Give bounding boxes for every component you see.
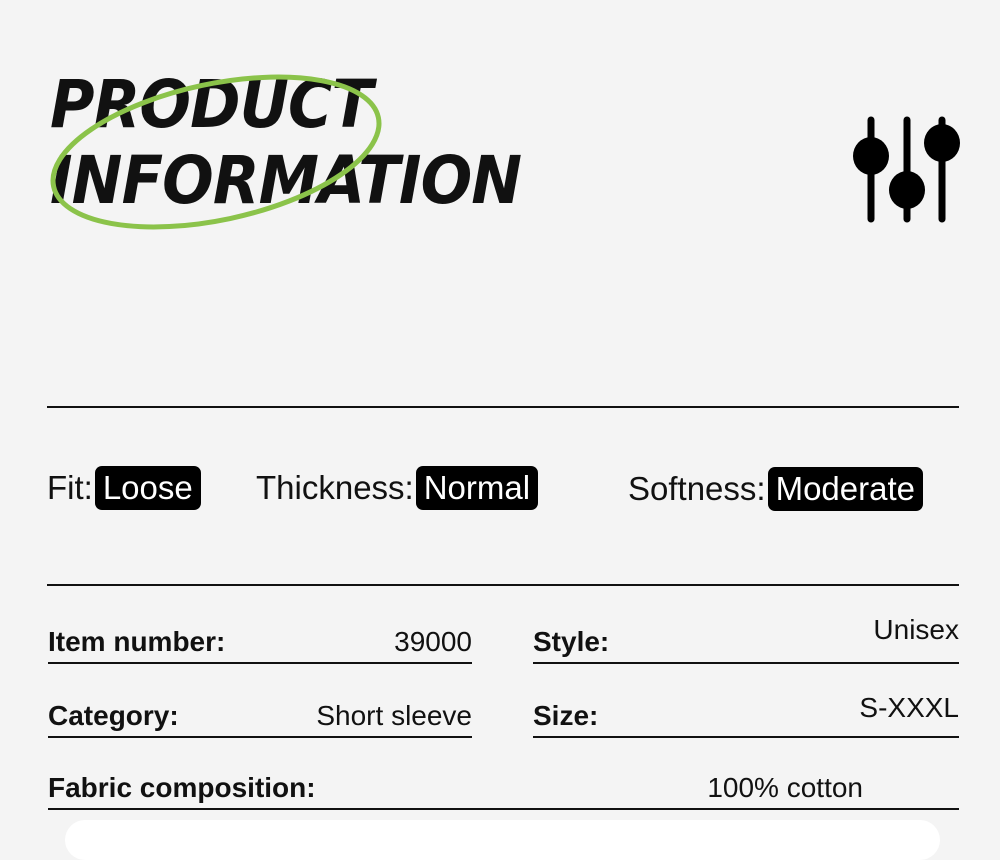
detail-label: Size: (533, 700, 599, 731)
attribute-thickness: Thickness: Normal (256, 466, 539, 510)
detail-size: Size: S-XXXL (533, 692, 959, 738)
detail-fabric: Fabric composition: 100% cotton (48, 770, 959, 810)
attribute-label: Fit: (47, 469, 93, 506)
detail-category: Category: Short sleeve (48, 698, 472, 738)
attribute-label: Softness: (628, 470, 766, 507)
detail-style: Style: Unisex (533, 614, 959, 664)
divider (47, 584, 959, 586)
attribute-badge: Normal (415, 466, 539, 510)
detail-label: Fabric composition: (48, 772, 316, 803)
divider (47, 406, 959, 408)
attribute-badge: Moderate (767, 467, 923, 511)
detail-value: Short sleeve (316, 700, 472, 731)
attribute-badge: Loose (94, 466, 201, 510)
detail-value: 39000 (394, 626, 472, 657)
green-ellipse-decoration (50, 74, 382, 230)
detail-label: Item number: (48, 626, 226, 657)
attribute-softness: Softness: Moderate (628, 467, 923, 511)
attribute-fit: Fit: Loose (47, 466, 201, 510)
sliders-icon (853, 116, 960, 223)
attribute-label: Thickness: (256, 469, 414, 506)
detail-value: Unisex (873, 614, 959, 645)
detail-value: S-XXXL (859, 692, 959, 723)
detail-label: Style: (533, 626, 610, 657)
detail-label: Category: (48, 700, 179, 731)
bottom-card (65, 820, 940, 860)
detail-value: 100% cotton (707, 772, 863, 803)
detail-item-number: Item number: 39000 (48, 624, 472, 664)
